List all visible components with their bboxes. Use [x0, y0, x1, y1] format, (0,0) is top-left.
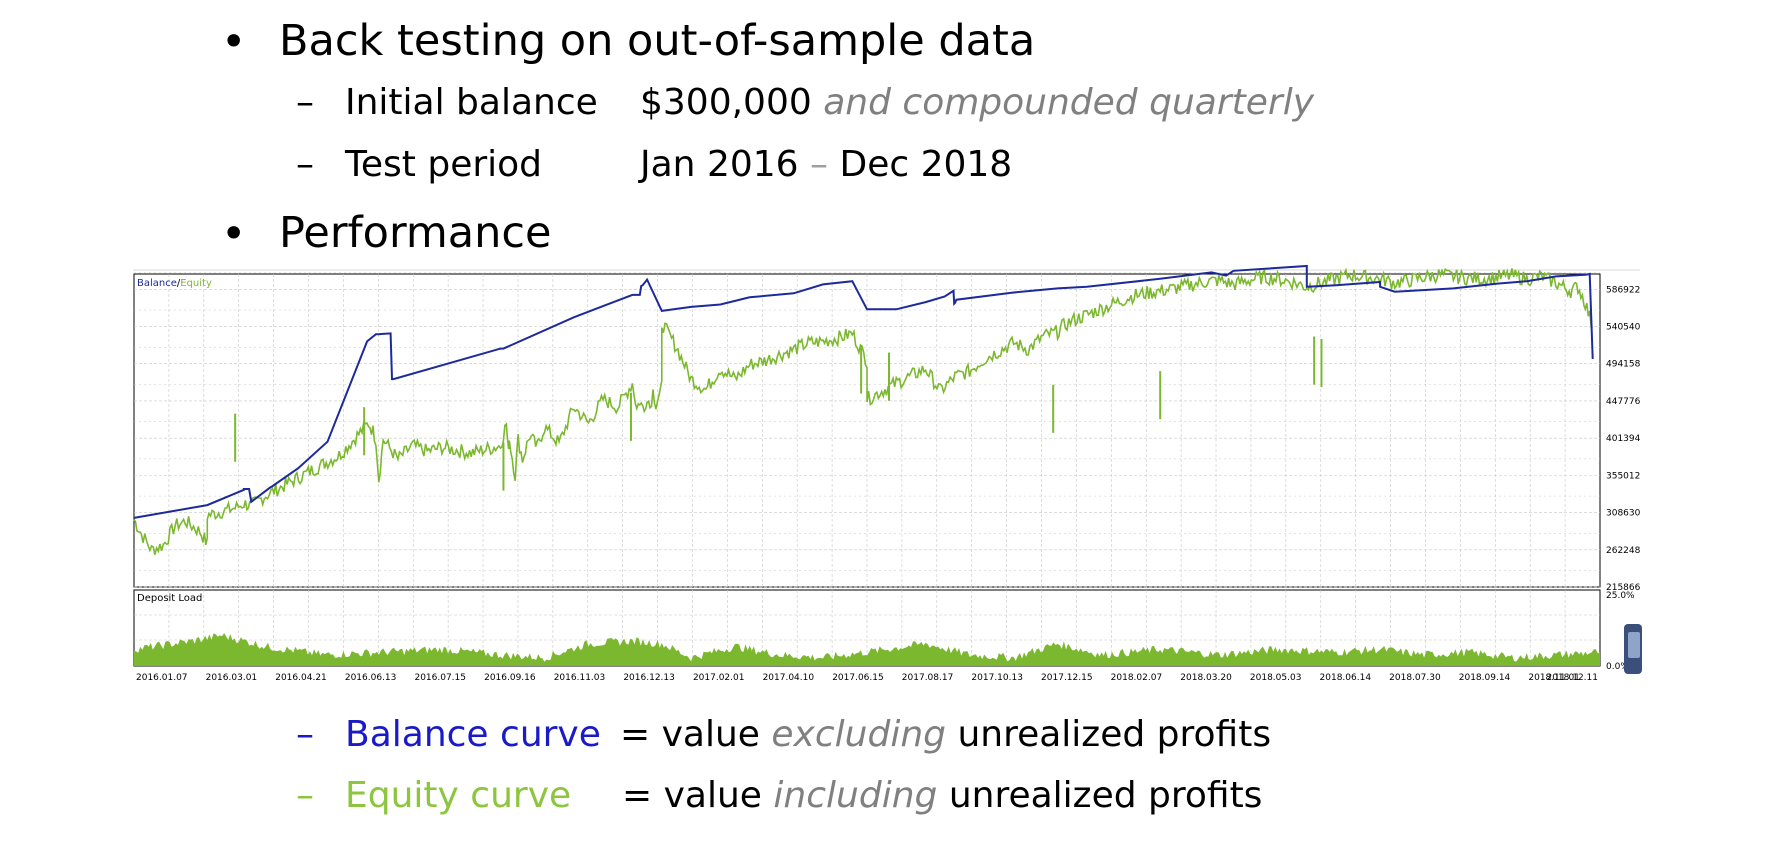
x-tick-label: 2018.05.03 — [1250, 673, 1302, 683]
balance-tail: unrealized profits — [957, 714, 1272, 755]
x-tick-label: 2016.03.01 — [206, 673, 258, 683]
balance-line — [133, 264, 1594, 519]
y-tick-label: 540540 — [1606, 323, 1641, 333]
legend-dash-equity: – — [296, 775, 314, 816]
balance-excluding: excluding — [771, 714, 946, 755]
test-period-end: Dec 2018 — [839, 144, 1013, 185]
equity-curve-label: Equity curve — [345, 775, 572, 816]
x-tick-label: 2016.09.16 — [484, 673, 536, 683]
x-tick-label: 2018.11.01 — [1528, 673, 1580, 683]
x-tick-label: 2018.09.14 — [1459, 673, 1511, 683]
test-period-dash: – — [810, 144, 829, 185]
x-axis-ticks: 2016.01.07 2016.03.01 2016.04.21 2016.06.13… — [136, 673, 1598, 683]
compounding-note: and compounded quarterly — [823, 82, 1314, 123]
x-tick-label: 2018.03.20 — [1180, 673, 1232, 683]
bullet-performance: Performance — [279, 208, 552, 258]
initial-balance-value: $300,000 and compounded quarterly — [640, 82, 1314, 123]
y-tick-label: 308630 — [1606, 509, 1641, 519]
main-grid — [134, 272, 1600, 588]
sub-bullet-dash: – — [296, 144, 314, 185]
load-y-tick-label: 0.0% — [1606, 662, 1629, 672]
sub-bullet-dash: – — [296, 82, 314, 123]
equity-including: including — [773, 775, 938, 816]
balance-curve-definition: = value excluding unrealized profits — [620, 714, 1271, 755]
x-tick-label: 2017.10.13 — [971, 673, 1023, 683]
y-tick-label: 447776 — [1606, 397, 1641, 407]
y-tick-label: 215866 — [1606, 583, 1641, 593]
test-period-start: Jan 2016 — [640, 144, 799, 185]
equity-title: Equity — [180, 278, 212, 289]
x-tick-label: 2016.06.13 — [345, 673, 397, 683]
y-tick-label: 401394 — [1606, 434, 1641, 444]
load-series — [134, 633, 1600, 666]
y-tick-label: 262248 — [1606, 546, 1641, 556]
panel-title: Balance/Equity — [137, 278, 212, 289]
x-tick-label: 2018.06.14 — [1320, 673, 1372, 683]
x-tick-label: 2016.07.15 — [414, 673, 466, 683]
x-tick-label: 2018.07.30 — [1389, 673, 1441, 683]
y-tick-label: 355012 — [1606, 471, 1640, 481]
load-grid — [134, 590, 1600, 666]
balance-title: Balance — [137, 278, 177, 289]
load-y-ticks: 25.0% 0.0% — [1606, 591, 1635, 672]
x-tick-label: 2017.04.10 — [763, 673, 815, 683]
y-tick-label: 586922 — [1606, 285, 1640, 295]
x-tick-label: 2017.06.15 — [832, 673, 884, 683]
x-tick-label: 2017.08.17 — [902, 673, 954, 683]
equity-line — [133, 267, 1593, 555]
y-tick-label: 494158 — [1606, 360, 1641, 370]
balance-curve-label: Balance curve — [345, 714, 601, 755]
chart-scroll-thumb[interactable] — [1628, 632, 1640, 658]
deposit-load-area — [134, 633, 1600, 666]
bullet-backtesting: Back testing on out-of-sample data — [279, 16, 1036, 66]
test-period-value: Jan 2016 – Dec 2018 — [640, 144, 1012, 185]
x-tick-label: 2016.12.13 — [623, 673, 675, 683]
x-tick-label: 2018.12.11 — [1546, 673, 1598, 683]
bullet-dot: • — [221, 17, 247, 67]
balance-eq: = value — [620, 714, 760, 755]
equity-eq: = value — [622, 775, 762, 816]
x-tick-label: 2016.11.03 — [554, 673, 606, 683]
deposit-load-title: Deposit Load — [137, 593, 202, 604]
x-tick-label: 2016.04.21 — [275, 673, 327, 683]
y-axis-ticks: 586922 540540 494158 447776 401394 355012 3086… — [1606, 285, 1641, 593]
x-tick-label: 2017.02.01 — [693, 673, 745, 683]
equity-tail: unrealized profits — [948, 775, 1263, 816]
initial-balance-amount: $300,000 — [640, 82, 812, 123]
legend-dash-balance: – — [296, 714, 314, 755]
bullet-dot: • — [221, 209, 247, 259]
x-tick-label: 2017.12.15 — [1041, 673, 1093, 683]
title-separator: / — [177, 278, 181, 289]
load-y-tick-label: 25.0% — [1606, 591, 1635, 601]
test-period-label: Test period — [345, 144, 543, 185]
x-tick-label: 2018.02.07 — [1111, 673, 1163, 683]
initial-balance-label: Initial balance — [345, 82, 598, 123]
main-series — [133, 264, 1594, 555]
equity-curve-definition: = value including unrealized profits — [622, 775, 1262, 816]
x-tick-label: 2016.01.07 — [136, 673, 188, 683]
